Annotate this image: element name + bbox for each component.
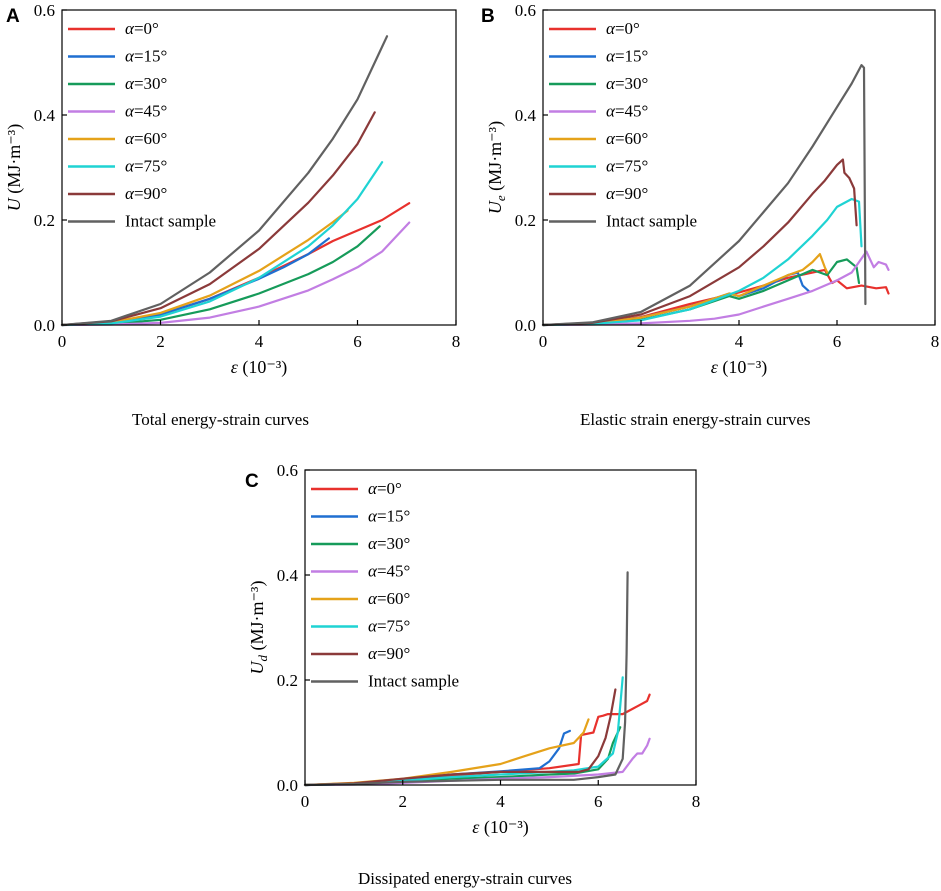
caption-c: Dissipated energy-strain curves — [358, 869, 573, 888]
legend-b: α=0° α=15° α=30° α=45° α=60° α=75° α=90° Intact… — [549, 19, 697, 231]
legend-label-intact-sample: Intact sample — [606, 212, 697, 231]
legend-label-alpha-30: α=30° — [368, 534, 410, 553]
y-tick-label: 0.2 — [277, 671, 298, 690]
series-line-alpha-0-c — [303, 693, 651, 787]
x-tick-label: 0 — [58, 332, 67, 351]
x-tick-label: 2 — [399, 792, 408, 811]
series-line-intact-sample-a — [60, 35, 389, 327]
legend-label-alpha-90: α=90° — [368, 644, 410, 663]
series-line-alpha-60-a — [60, 209, 349, 327]
y-tick-label: 0.0 — [277, 776, 298, 795]
panel-b: B 0 2 4 6 8 0.0 0.2 0.4 0.6 ε (10⁻³) Ue (MJ·m⁻³) α=… — [481, 1, 939, 378]
x-tick-label: 6 — [833, 332, 842, 351]
legend-label-intact-sample: Intact sample — [368, 672, 459, 691]
series-line-alpha-60-b — [541, 253, 829, 327]
y-tick-label: 0.2 — [515, 211, 536, 230]
legend-label-alpha-60: α=60° — [125, 129, 167, 148]
y-tick-label: 0.4 — [34, 106, 56, 125]
series-line-intact-sample-b — [541, 63, 867, 327]
legend-a: α=0° α=15° α=30° α=45° α=60° α=75° α=90° Intact… — [68, 19, 216, 231]
x-tick-label: 8 — [931, 332, 940, 351]
curves-a — [60, 35, 411, 327]
legend-label-alpha-60: α=60° — [368, 589, 410, 608]
legend-label-alpha-45: α=45° — [368, 562, 410, 581]
legend-label-intact-sample: Intact sample — [125, 212, 216, 231]
x-tick-label: 8 — [692, 792, 701, 811]
legend-label-alpha-60: α=60° — [606, 129, 648, 148]
legend-label-alpha-15: α=15° — [368, 507, 410, 526]
legend-label-alpha-0: α=0° — [125, 19, 159, 38]
series-line-alpha-30-a — [60, 225, 381, 327]
series-line-alpha-45-a — [60, 221, 411, 327]
legend-label-alpha-0: α=0° — [368, 479, 402, 498]
series-line-alpha-75-a — [60, 161, 384, 327]
panel-label-b: B — [481, 6, 495, 27]
series-line-alpha-90-a — [60, 111, 376, 327]
legend-label-alpha-75: α=75° — [125, 157, 167, 176]
y-tick-label: 0.6 — [515, 1, 536, 20]
x-axis-label-b: ε (10⁻³) — [711, 357, 767, 378]
y-tick-label: 0.2 — [34, 211, 55, 230]
plot-frame-b — [542, 9, 936, 326]
legend-label-alpha-45: α=45° — [606, 102, 648, 121]
series-line-alpha-15-b — [541, 271, 810, 327]
legend-label-alpha-15: α=15° — [606, 47, 648, 66]
x-axis-label-a: ε (10⁻³) — [231, 357, 287, 378]
x-tick-label: 4 — [735, 332, 744, 351]
panel-c: C 0 2 4 6 8 0.0 0.2 0.4 0.6 ε (10⁻³) Ud (MJ·m⁻³) α=… — [245, 461, 700, 838]
panel-a: A 0 2 4 6 8 0.0 0.2 0.4 0.6 ε (10⁻³) U (MJ·m⁻³) α=0… — [4, 1, 460, 378]
x-tick-label: 0 — [539, 332, 548, 351]
x-tick-label: 8 — [452, 332, 461, 351]
series-line-alpha-45-b — [541, 250, 890, 327]
caption-a: Total energy-strain curves — [132, 410, 309, 429]
x-tick-label: 2 — [156, 332, 165, 351]
x-tick-label: 6 — [594, 792, 603, 811]
x-tick-label: 2 — [637, 332, 646, 351]
legend-label-alpha-90: α=90° — [125, 184, 167, 203]
y-axis-label-c: Ud (MJ·m⁻³) — [247, 581, 270, 675]
y-tick-label: 0.0 — [515, 316, 536, 335]
curves-c — [303, 571, 651, 787]
x-tick-label: 0 — [301, 792, 310, 811]
series-line-alpha-90-c — [303, 688, 617, 787]
y-tick-label: 0.6 — [34, 1, 55, 20]
panel-label-a: A — [6, 6, 20, 27]
caption-b: Elastic strain energy-strain curves — [580, 410, 811, 429]
plot-frame-c — [304, 469, 697, 786]
legend-label-alpha-75: α=75° — [606, 157, 648, 176]
legend-label-alpha-75: α=75° — [368, 617, 410, 636]
y-tick-label: 0.4 — [277, 566, 299, 585]
legend-label-alpha-0: α=0° — [606, 19, 640, 38]
x-tick-label: 4 — [255, 332, 264, 351]
legend-label-alpha-30: α=30° — [125, 74, 167, 93]
legend-c: α=0° α=15° α=30° α=45° α=60° α=75° α=90° Intact… — [311, 479, 459, 691]
y-tick-label: 0.6 — [277, 461, 298, 480]
legend-label-alpha-15: α=15° — [125, 47, 167, 66]
curves-b — [541, 63, 890, 327]
x-axis-label-c: ε (10⁻³) — [472, 817, 528, 838]
series-line-alpha-75-b — [541, 197, 863, 327]
x-tick-label: 6 — [353, 332, 362, 351]
legend-label-alpha-45: α=45° — [125, 102, 167, 121]
legend-label-alpha-30: α=30° — [606, 74, 648, 93]
y-axis-label-a: U (MJ·m⁻³) — [4, 124, 25, 211]
panel-label-c: C — [245, 471, 259, 492]
legend-label-alpha-90: α=90° — [606, 184, 648, 203]
y-tick-label: 0.4 — [515, 106, 537, 125]
series-line-alpha-90-b — [541, 158, 858, 327]
y-tick-label: 0.0 — [34, 316, 55, 335]
x-tick-label: 4 — [496, 792, 505, 811]
y-axis-label-b: Ue (MJ·m⁻³) — [485, 121, 508, 214]
